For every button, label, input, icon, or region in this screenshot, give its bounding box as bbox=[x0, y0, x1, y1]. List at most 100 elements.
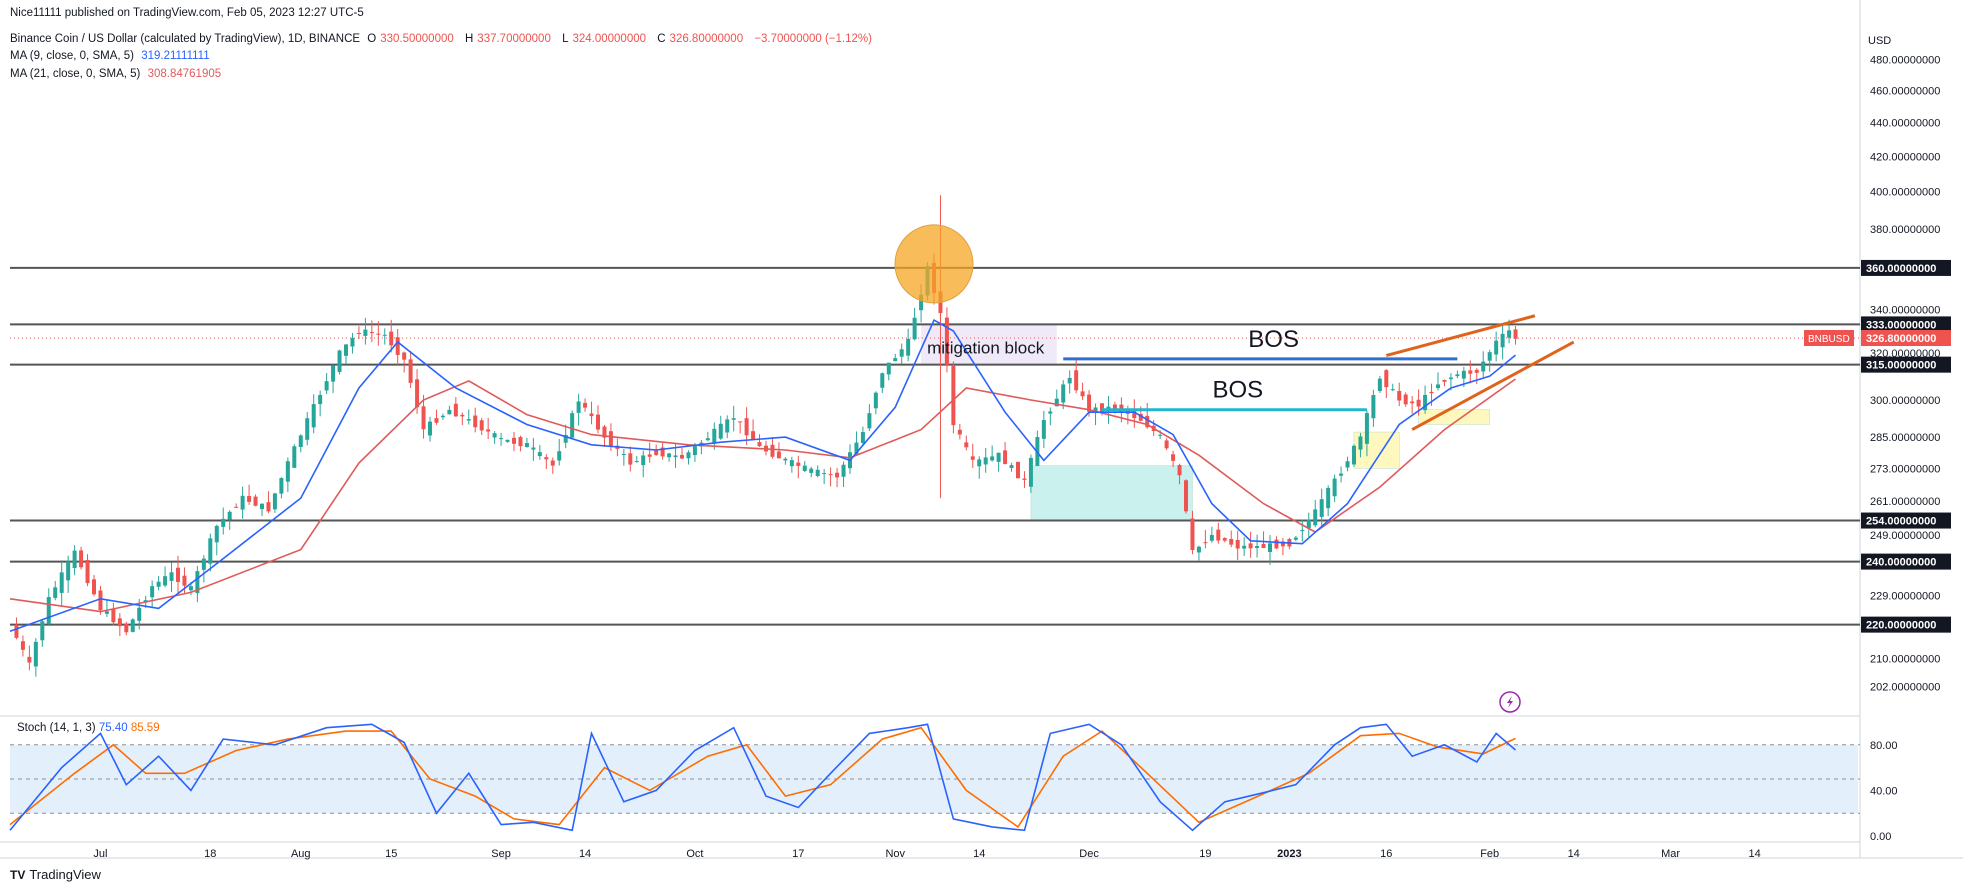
candle[interactable] bbox=[169, 572, 174, 581]
price-axis[interactable]: USD 202.00000000 210.00000000 229.00000000 2… bbox=[1804, 35, 1951, 693]
symbol-title[interactable]: Binance Coin / US Dollar (calculated by … bbox=[10, 33, 361, 45]
candle[interactable] bbox=[783, 458, 788, 461]
candle[interactable] bbox=[318, 394, 323, 405]
candle[interactable] bbox=[1248, 543, 1253, 549]
candle[interactable] bbox=[27, 656, 32, 663]
candle[interactable] bbox=[343, 344, 349, 356]
candle[interactable] bbox=[854, 442, 859, 455]
ma9-legend[interactable]: MA (9, close, 0, SMA, 5) 319.21111111 bbox=[10, 50, 214, 62]
candle[interactable] bbox=[259, 503, 265, 510]
candle[interactable] bbox=[880, 373, 885, 388]
candle[interactable] bbox=[776, 451, 781, 459]
candle[interactable] bbox=[725, 419, 730, 433]
candle[interactable] bbox=[1177, 465, 1182, 476]
candle[interactable] bbox=[1293, 537, 1298, 540]
candle[interactable] bbox=[111, 609, 116, 623]
candle[interactable] bbox=[33, 641, 38, 667]
candle[interactable] bbox=[744, 418, 749, 436]
candle[interactable] bbox=[1468, 370, 1473, 374]
candle[interactable] bbox=[1235, 539, 1240, 549]
candle[interactable] bbox=[822, 473, 827, 475]
candle[interactable] bbox=[1507, 330, 1512, 338]
candle[interactable] bbox=[828, 474, 833, 476]
candle[interactable] bbox=[1481, 361, 1486, 372]
candle[interactable] bbox=[1171, 454, 1176, 461]
candle[interactable] bbox=[1054, 398, 1059, 407]
tradingview-brand[interactable]: TV TradingView bbox=[10, 867, 101, 882]
ma21-label[interactable]: MA (21, close, 0, SMA, 5) bbox=[10, 68, 141, 80]
candle[interactable] bbox=[1442, 379, 1447, 382]
candle[interactable] bbox=[1196, 546, 1201, 553]
candle[interactable] bbox=[72, 550, 77, 569]
candle[interactable] bbox=[957, 429, 962, 435]
candle[interactable] bbox=[324, 381, 329, 391]
candle[interactable] bbox=[356, 332, 361, 334]
candle[interactable] bbox=[970, 456, 975, 460]
candle[interactable] bbox=[757, 442, 762, 447]
candle[interactable] bbox=[137, 607, 142, 621]
candle[interactable] bbox=[796, 462, 801, 466]
symbol-legend[interactable]: Binance Coin / US Dollar (calculated by … bbox=[10, 33, 876, 45]
candle[interactable] bbox=[1448, 377, 1453, 380]
candle[interactable] bbox=[253, 496, 258, 506]
candle[interactable] bbox=[1435, 384, 1441, 389]
candle[interactable] bbox=[1242, 545, 1247, 549]
candle[interactable] bbox=[427, 421, 433, 436]
candle[interactable] bbox=[156, 581, 161, 587]
candle[interactable] bbox=[1119, 404, 1124, 412]
candle[interactable] bbox=[298, 435, 303, 448]
candle[interactable] bbox=[53, 587, 58, 598]
candle[interactable] bbox=[1145, 415, 1150, 428]
candle[interactable] bbox=[395, 337, 400, 355]
candle[interactable] bbox=[518, 437, 523, 447]
candle[interactable] bbox=[1455, 374, 1460, 377]
candle[interactable] bbox=[712, 428, 717, 444]
candle[interactable] bbox=[1222, 538, 1227, 541]
candle[interactable] bbox=[1028, 457, 1033, 487]
candle[interactable] bbox=[208, 538, 213, 564]
candle[interactable] bbox=[389, 331, 394, 346]
candle[interactable] bbox=[499, 438, 504, 440]
candle[interactable] bbox=[1300, 529, 1305, 532]
candle[interactable] bbox=[524, 443, 529, 448]
candle[interactable] bbox=[163, 576, 168, 586]
candle[interactable] bbox=[150, 586, 155, 598]
candle[interactable] bbox=[660, 447, 665, 457]
candle[interactable] bbox=[860, 432, 865, 443]
candle[interactable] bbox=[292, 446, 297, 468]
candle[interactable] bbox=[835, 472, 840, 478]
candle[interactable] bbox=[1074, 370, 1079, 391]
candle[interactable] bbox=[40, 621, 45, 641]
candle[interactable] bbox=[899, 349, 904, 357]
candle[interactable] bbox=[576, 401, 581, 413]
candle[interactable] bbox=[705, 438, 710, 441]
candle[interactable] bbox=[415, 379, 420, 408]
candle[interactable] bbox=[1280, 541, 1285, 547]
candle[interactable] bbox=[240, 495, 245, 510]
candle[interactable] bbox=[667, 453, 672, 458]
candle[interactable] bbox=[363, 329, 368, 336]
candle[interactable] bbox=[654, 450, 659, 455]
candle[interactable] bbox=[731, 418, 736, 420]
candle[interactable] bbox=[1229, 539, 1234, 545]
candle[interactable] bbox=[1112, 404, 1117, 409]
candle[interactable] bbox=[85, 559, 90, 584]
candle[interactable] bbox=[20, 641, 25, 650]
candle[interactable] bbox=[815, 469, 820, 477]
ma9-label[interactable]: MA (9, close, 0, SMA, 5) bbox=[10, 50, 134, 62]
candle[interactable] bbox=[1319, 499, 1324, 517]
candle[interactable] bbox=[738, 421, 743, 423]
candle[interactable] bbox=[182, 575, 187, 586]
candle[interactable] bbox=[1351, 445, 1357, 465]
candle[interactable] bbox=[867, 413, 872, 429]
candle[interactable] bbox=[873, 392, 878, 409]
candle[interactable] bbox=[46, 597, 51, 624]
candle[interactable] bbox=[1403, 394, 1408, 405]
candle[interactable] bbox=[1390, 389, 1395, 391]
candle[interactable] bbox=[544, 457, 549, 460]
candle[interactable] bbox=[337, 350, 342, 372]
candle[interactable] bbox=[175, 567, 181, 582]
candle[interactable] bbox=[1371, 395, 1376, 419]
candle[interactable] bbox=[98, 590, 103, 611]
candle[interactable] bbox=[692, 446, 697, 456]
